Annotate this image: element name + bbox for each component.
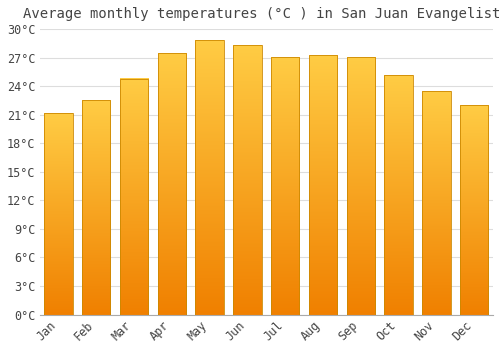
- Bar: [309, 55, 337, 315]
- Bar: [44, 113, 72, 315]
- Bar: [158, 53, 186, 315]
- Bar: [234, 45, 262, 315]
- Title: Average monthly temperatures (°C ) in San Juan Evangelista: Average monthly temperatures (°C ) in Sa…: [24, 7, 500, 21]
- Bar: [120, 78, 148, 315]
- Bar: [346, 57, 375, 315]
- Bar: [271, 57, 300, 315]
- Bar: [384, 75, 413, 315]
- Bar: [422, 91, 450, 315]
- Bar: [82, 100, 110, 315]
- Bar: [196, 41, 224, 315]
- Bar: [460, 105, 488, 315]
